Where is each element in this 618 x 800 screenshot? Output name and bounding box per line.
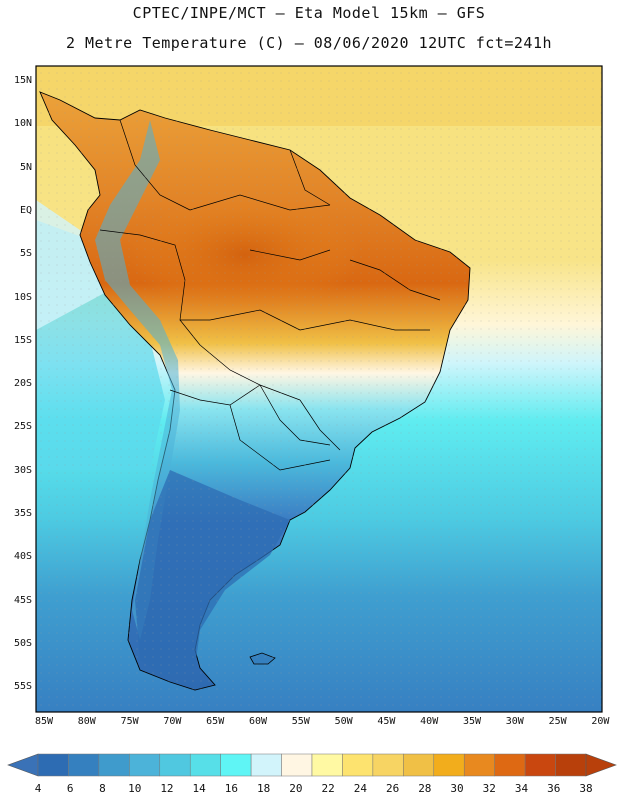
colorbar-swatch [250,753,282,777]
colorbar-over-arrow [585,753,617,777]
lat-label: 5S [19,248,32,260]
lon-label: 75W [120,716,139,727]
colorbar-tick-label: 34 [514,782,529,795]
lat-label: 35S [13,508,32,519]
lon-label: 40W [420,716,439,727]
colorbar-swatch [37,753,69,777]
colorbar-swatch [220,753,252,777]
lon-label: 65W [206,716,225,727]
lon-label: 20W [591,716,610,727]
lat-label: 10N [13,118,32,130]
lat-label: 15N [13,75,32,86]
colorbar-tick-label: 30 [450,782,464,795]
colorbar-swatch [494,753,526,777]
colorbar-tick-label: 4 [34,782,42,795]
colorbar-tick-label: 26 [385,782,400,795]
colorbar-tick-label: 38 [579,782,593,795]
colorbar-swatch [159,753,191,777]
colorbar-tick-label: 16 [224,782,239,795]
colorbar-swatch [98,753,130,777]
lon-label: 70W [163,716,182,727]
lon-label: 60W [248,716,268,727]
lon-label: 50W [334,716,353,727]
colorbar-tick-label: 22 [321,782,335,795]
colorbar-tick-label: 20 [289,782,303,795]
colorbar-swatch [342,753,374,777]
lon-label: 85W [34,716,54,727]
map-frame [35,65,603,713]
lat-label: EQ [19,204,32,216]
colorbar-swatch [463,753,495,777]
lat-label: 50S [13,637,32,649]
lon-label: 30W [505,716,524,727]
colorbar-tick-label: 12 [160,782,174,795]
lat-label: 30S [13,464,32,476]
colorbar-tick-label: 28 [418,782,432,795]
colorbar-tick-label: 24 [353,782,367,795]
colorbar-tick-label: 14 [192,782,206,795]
colorbar-tick-label: 32 [482,782,496,795]
colorbar-swatch [311,753,343,777]
lon-label: 45W [377,716,396,727]
colorbar-swatch [68,753,100,777]
lon-label: 35W [462,716,482,727]
colorbar-swatch [433,753,465,777]
colorbar-swatch [524,753,556,777]
lat-label: 25S [13,421,32,433]
colorbar-swatch [403,753,435,777]
colorbar-swatch [189,753,221,777]
lon-label: 25W [548,716,567,727]
lat-label: 20S [13,378,32,390]
lon-label: 80W [77,716,96,727]
lon-label: 55W [291,716,310,727]
lat-label: 40S [13,551,32,563]
colorbar-tick-label: 36 [547,782,561,795]
lat-label: 10S [13,291,32,303]
colorbar-swatch [281,753,313,777]
lat-label: 55S [13,681,32,693]
lat-label: 5N [19,161,32,173]
colorbar-under-arrow [7,753,39,777]
colorbar-tick-label: 10 [128,782,142,795]
gridline-overlay [36,66,602,712]
colorbar-swatch [129,753,161,777]
colorbar-tick-label: 6 [66,782,74,795]
map-title: CPTEC/INPE/MCT – Eta Model 15km – GFS [132,4,486,22]
colorbar-tick-label: 8 [99,782,106,795]
map-subtitle: 2 Metre Temperature (C) – 08/06/2020 12U… [65,34,553,52]
colorbar-swatch [555,753,587,777]
colorbar-swatch [372,753,404,777]
lat-label: 15S [13,334,32,346]
lat-label: 45S [13,594,32,606]
colorbar-tick-label: 18 [257,782,271,795]
